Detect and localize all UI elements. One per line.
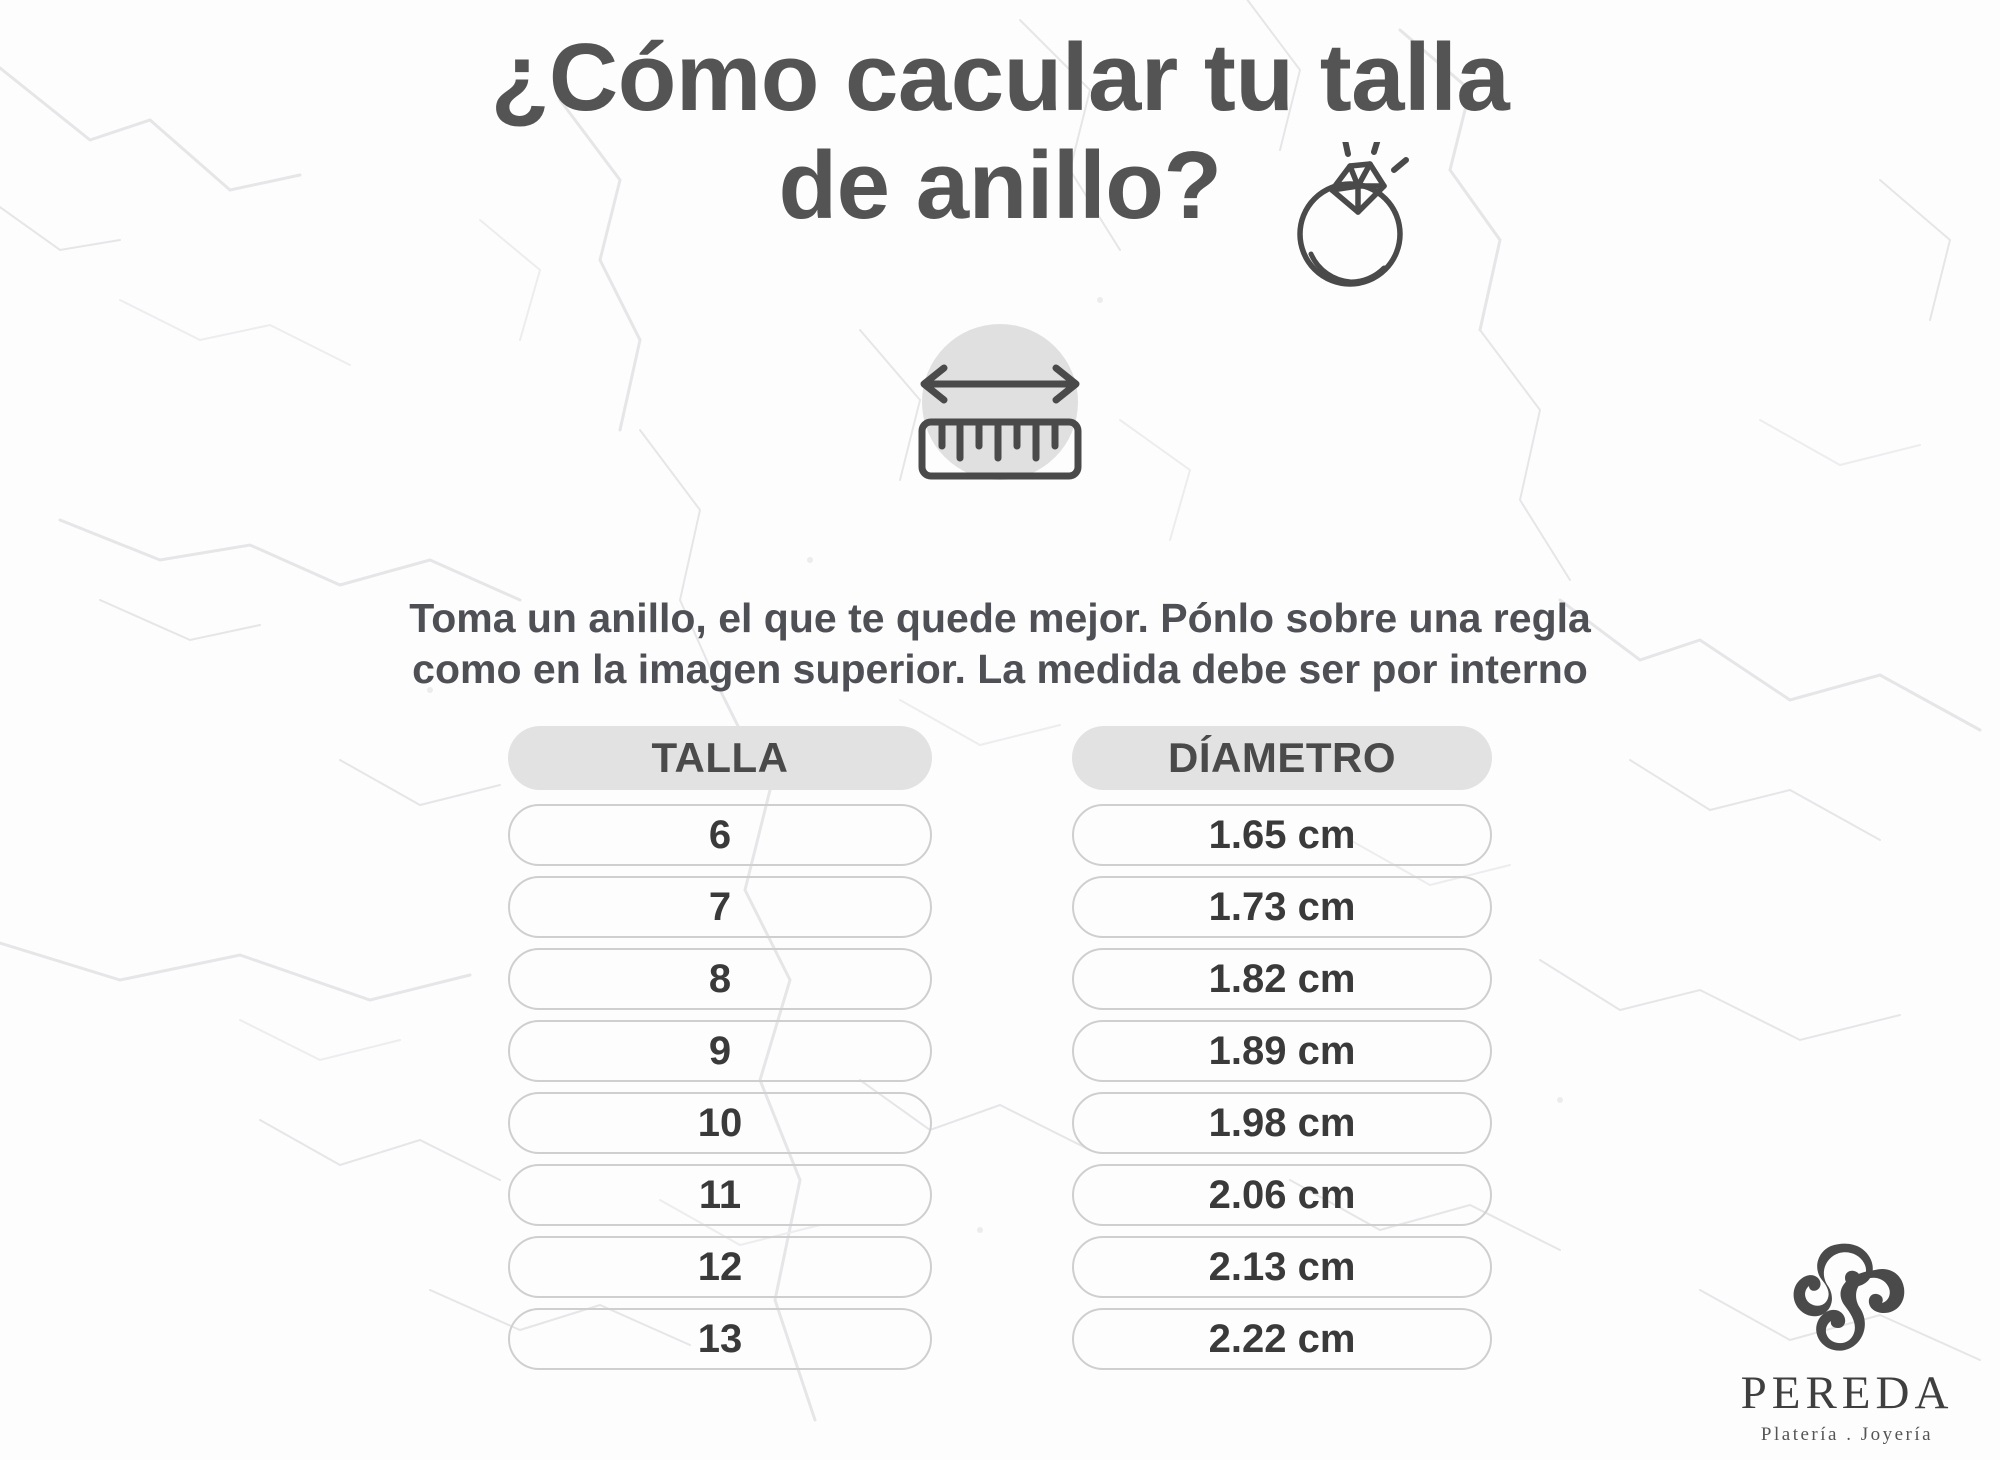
- table-row: 1.98 cm: [1072, 1092, 1492, 1154]
- table-row: 7: [508, 876, 932, 938]
- table-row: 1.89 cm: [1072, 1020, 1492, 1082]
- pereda-monogram-icon: [1771, 1240, 1923, 1368]
- page-title-line-1: ¿Cómo cacular tu talla: [490, 24, 1510, 131]
- instructions-text: Toma un anillo, el que te quede mejor. P…: [409, 595, 1591, 693]
- table-row: 2.22 cm: [1072, 1308, 1492, 1370]
- table-row: 6: [508, 804, 932, 866]
- table-row: 11: [508, 1164, 932, 1226]
- column-header-diametro: DÍAMETRO: [1072, 726, 1492, 790]
- page-title: ¿Cómo cacular tu talla de anillo?: [0, 24, 2000, 239]
- page-title-line-2: de anillo?: [778, 131, 1222, 239]
- table-row: 8: [508, 948, 932, 1010]
- table-row: 12: [508, 1236, 932, 1298]
- brand-name: PEREDA: [1740, 1367, 1954, 1419]
- table-row: 1.65 cm: [1072, 804, 1492, 866]
- table-row: 9: [508, 1020, 932, 1082]
- column-diametro: DÍAMETRO 1.65 cm 1.73 cm 1.82 cm 1.89 cm…: [1072, 726, 1492, 1370]
- column-header-talla: TALLA: [508, 726, 932, 790]
- brand-logo: PEREDA Platería . Joyería: [1728, 1240, 1966, 1446]
- table-row: 2.06 cm: [1072, 1164, 1492, 1226]
- table-row: 2.13 cm: [1072, 1236, 1492, 1298]
- column-talla: TALLA 6 7 8 9 10 11 12 13: [508, 726, 932, 1370]
- diamond-ring-icon: [1288, 142, 1440, 290]
- brand-tagline: Platería . Joyería: [1760, 1424, 1934, 1445]
- ruler-diameter-icon: [888, 318, 1112, 496]
- table-row: 1.82 cm: [1072, 948, 1492, 1010]
- table-row: 10: [508, 1092, 932, 1154]
- table-row: 13: [508, 1308, 932, 1370]
- table-row: 1.73 cm: [1072, 876, 1492, 938]
- ring-size-table: TALLA 6 7 8 9 10 11 12 13 DÍAMETRO 1.65 …: [0, 726, 2000, 1370]
